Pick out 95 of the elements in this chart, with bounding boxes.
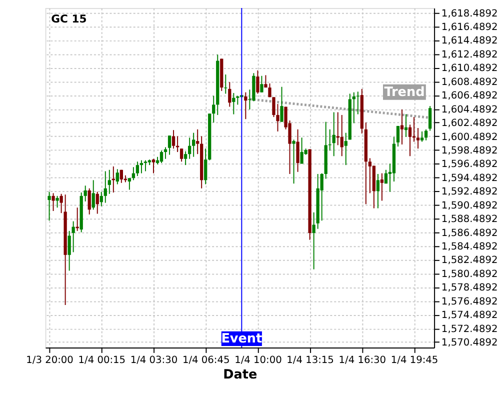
annotation: Event xyxy=(221,332,262,347)
y-tick-label: 1,616.4892 xyxy=(441,22,498,33)
candlestick xyxy=(56,195,59,208)
candlestick xyxy=(260,75,264,93)
candlestick xyxy=(292,139,296,184)
y-tick-label: 1,600.4892 xyxy=(441,132,498,143)
x-tick-label: 1/4 10:00 xyxy=(234,354,282,366)
candlestick xyxy=(264,74,268,88)
candlestick xyxy=(72,220,75,253)
y-tick-label: 1,594.4892 xyxy=(441,172,498,184)
candlestick xyxy=(188,137,192,160)
y-tick-label: 1,578.4892 xyxy=(441,282,498,294)
candlestick xyxy=(376,173,380,209)
x-tick-label: 1/4 19:45 xyxy=(390,354,438,366)
candlestick xyxy=(280,86,284,122)
candlestick xyxy=(244,92,248,120)
candlestick xyxy=(396,125,400,148)
y-tick-label: 1,592.4892 xyxy=(441,186,498,198)
candlestick xyxy=(84,185,87,202)
y-tick-label: 1,596.4892 xyxy=(441,159,498,170)
y-tick-label: 1,584.4892 xyxy=(441,242,498,253)
y-tick-label: 1,598.4892 xyxy=(441,145,498,156)
candlestick xyxy=(344,132,348,166)
candlestick xyxy=(384,169,388,184)
candlestick xyxy=(368,158,372,194)
candlestick xyxy=(128,178,132,190)
candlestick xyxy=(256,70,260,94)
candlestick xyxy=(228,82,232,108)
candlestick xyxy=(428,106,432,132)
candlestick xyxy=(120,169,124,184)
candlestick xyxy=(100,191,103,207)
candlestick xyxy=(152,158,156,174)
y-tick-label: 1,612.4892 xyxy=(441,49,498,60)
candlestick xyxy=(408,124,412,157)
y-tick-label: 1,570.4892 xyxy=(441,338,498,349)
candlestick xyxy=(196,128,200,155)
candlestick xyxy=(68,230,71,272)
y-tick-label: 1,590.4892 xyxy=(441,200,498,212)
candlestick xyxy=(192,132,196,158)
candlestick xyxy=(416,128,420,150)
y-tick-label: 1,576.4892 xyxy=(441,296,498,308)
y-tick-label: 1,606.4892 xyxy=(441,90,498,102)
candlestick xyxy=(180,148,184,162)
candlestick xyxy=(88,188,91,215)
candlestick xyxy=(132,166,136,181)
y-tick-label: 1,610.4892 xyxy=(441,63,498,74)
y-tick-label: 1,572.4892 xyxy=(441,324,498,335)
candlestick xyxy=(400,108,404,145)
candlestick xyxy=(300,137,304,164)
chart-title: GC 15 xyxy=(51,12,87,26)
candlestick xyxy=(412,116,416,142)
candlestick xyxy=(380,172,384,202)
candlestick xyxy=(96,191,99,214)
x-tick-label: 1/4 06:45 xyxy=(182,354,230,366)
candlestick xyxy=(336,112,340,146)
x-axis-title: Date xyxy=(223,368,258,383)
candlestick xyxy=(232,92,236,115)
candlestick xyxy=(104,170,107,204)
candlestick xyxy=(140,160,144,174)
y-tick-label: 1,574.4892 xyxy=(441,310,498,322)
candlestick xyxy=(268,82,272,98)
y-tick-label: 1,582.4892 xyxy=(441,255,498,266)
candlestick xyxy=(136,161,140,177)
candlestick xyxy=(424,128,428,141)
candlestick xyxy=(108,169,111,194)
y-tick-label: 1,586.4892 xyxy=(441,228,498,239)
candlestick xyxy=(420,130,424,142)
candlestick xyxy=(332,112,336,157)
y-tick-label: 1,608.4892 xyxy=(441,76,498,88)
candlestick xyxy=(92,180,95,210)
candlestick xyxy=(48,191,51,222)
y-tick-label: 1,602.4892 xyxy=(441,118,498,130)
x-tick-label: 1/3 20:00 xyxy=(26,354,74,366)
y-tick-label: 1,618.4892 xyxy=(441,8,498,20)
candlestick xyxy=(212,95,216,124)
y-tick-label: 1,588.4892 xyxy=(441,214,498,226)
candlestick xyxy=(168,135,172,156)
x-tick-label: 1/4 13:15 xyxy=(286,354,334,366)
candlestick xyxy=(340,114,344,157)
candlestick xyxy=(160,150,164,164)
x-tick-label: 1/4 03:30 xyxy=(130,354,178,366)
candlestick xyxy=(184,150,188,166)
series-label: Trend xyxy=(384,85,425,100)
y-tick-label: 1,580.4892 xyxy=(441,268,498,280)
candlestick xyxy=(320,172,324,222)
y-tick-label: 1,604.4892 xyxy=(441,104,498,116)
candlestick xyxy=(116,168,119,185)
candlestick xyxy=(52,192,55,212)
candlestick xyxy=(204,148,208,185)
candlestick xyxy=(172,130,176,150)
y-tick-label: 1,614.4892 xyxy=(441,36,498,47)
x-tick-label: 1/4 16:30 xyxy=(338,354,386,366)
candlestick xyxy=(144,160,148,172)
x-tick-label: 1/4 00:15 xyxy=(78,354,126,366)
candlestick xyxy=(296,128,300,172)
